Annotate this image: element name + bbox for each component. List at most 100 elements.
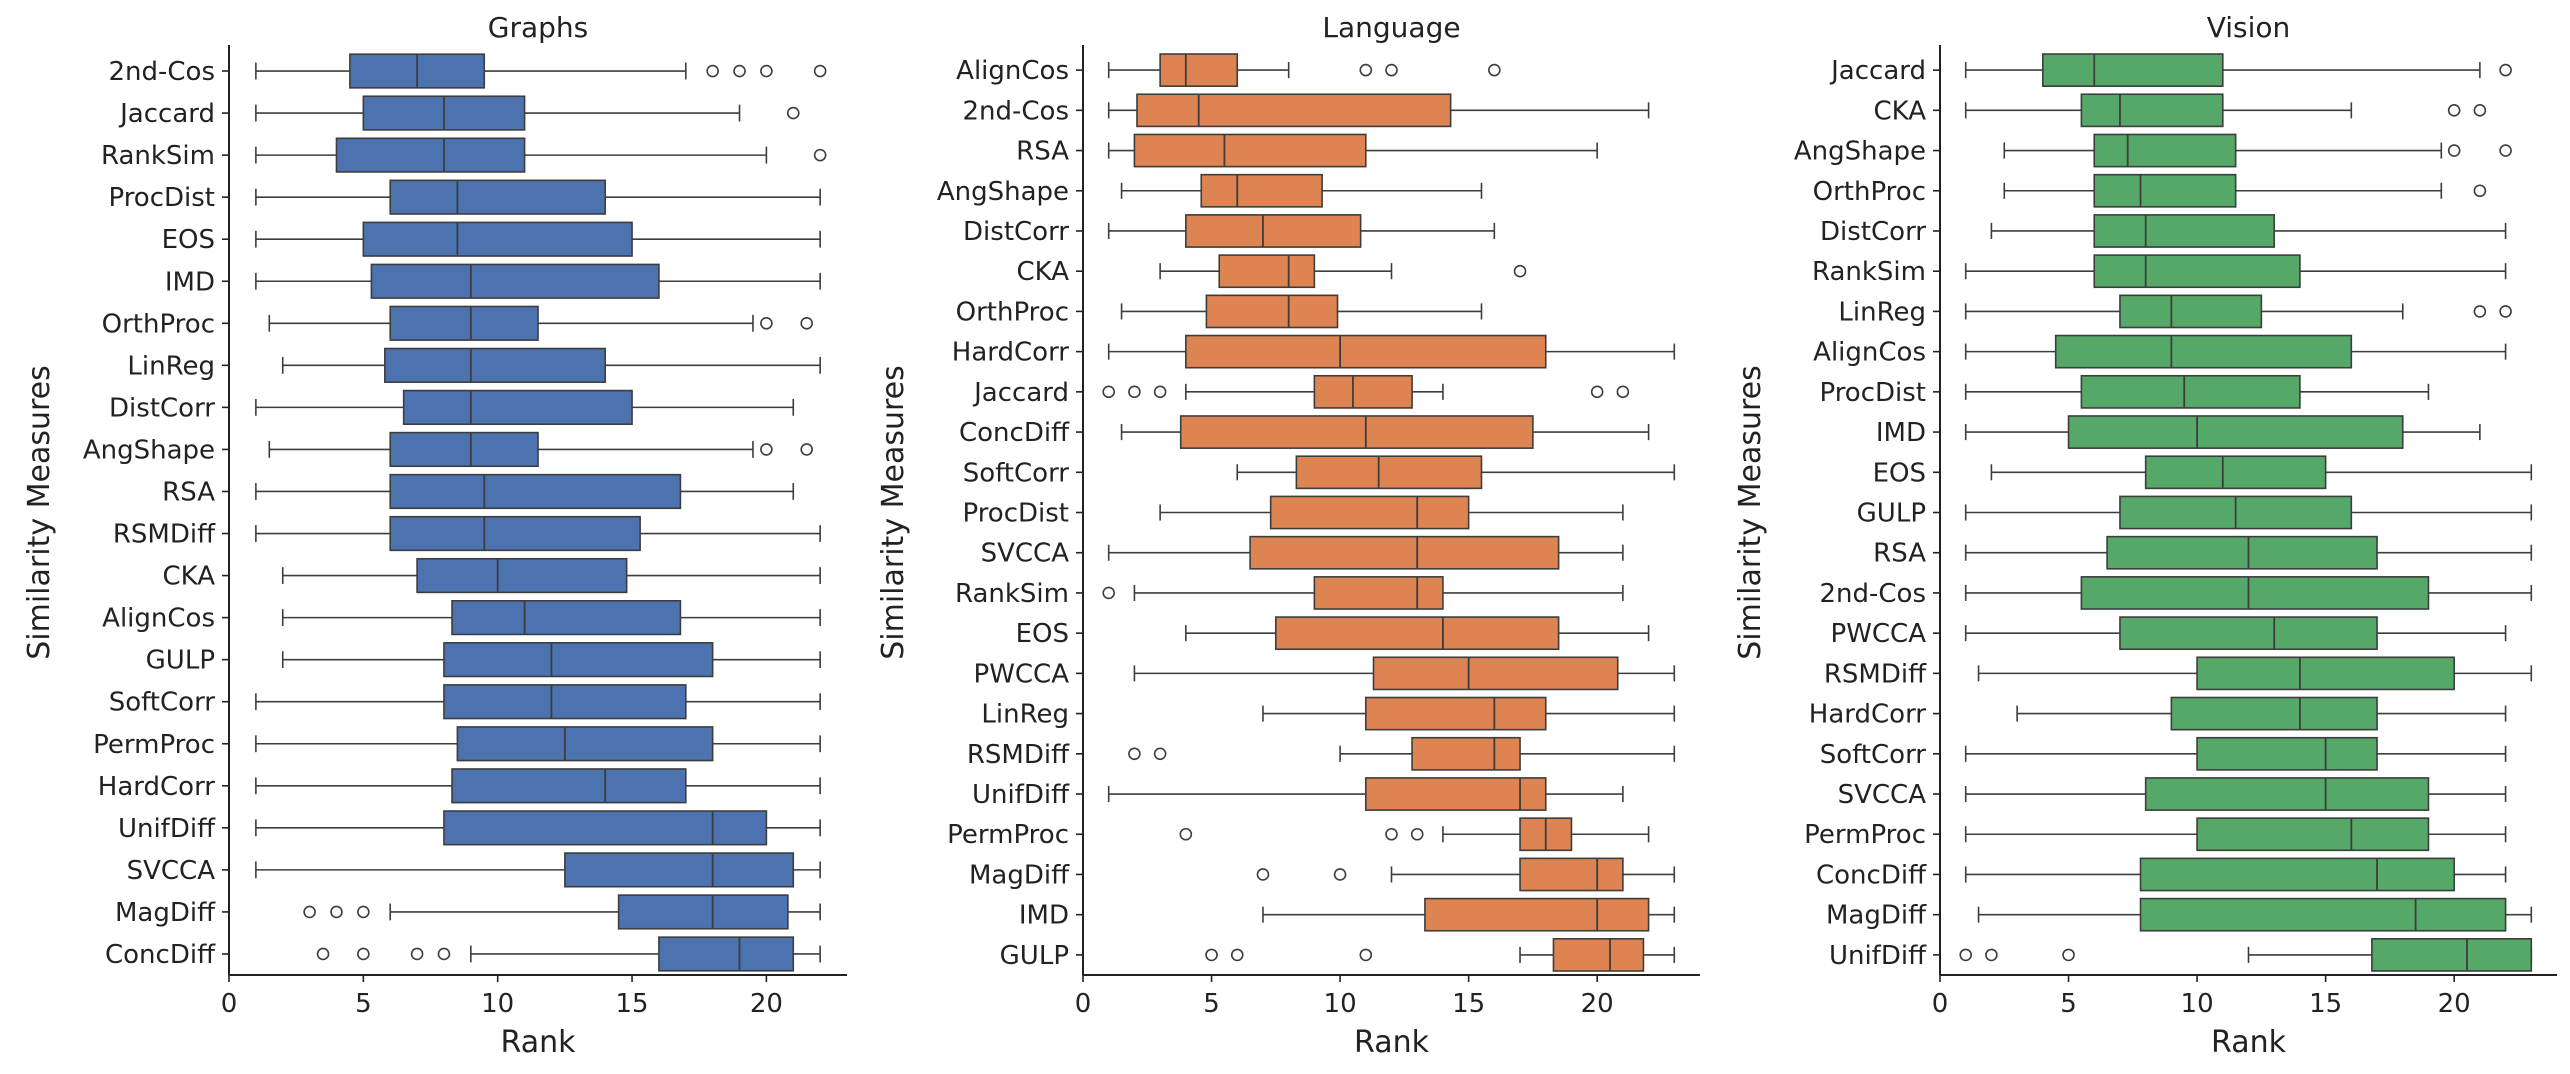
box-body	[564, 852, 795, 888]
box-permproc	[1964, 817, 2507, 852]
box-magdiff	[303, 894, 821, 930]
x-tick-label: 20	[2438, 989, 2471, 1019]
box-body	[1295, 455, 1483, 490]
box-orthproc	[1120, 294, 1483, 329]
outlier-point	[437, 947, 451, 961]
x-tick-label: 10	[2181, 989, 2214, 1019]
box-body	[1313, 576, 1444, 610]
outlier-point	[410, 947, 424, 961]
box-body	[416, 557, 628, 594]
outlier-point	[303, 905, 316, 919]
box-concdiff	[316, 936, 821, 972]
x-tick-label: 15	[2309, 989, 2342, 1019]
outlier-point	[1985, 948, 1998, 962]
box-orthproc	[2003, 173, 2487, 208]
category-label: EOS	[162, 225, 215, 255]
category-label: ConcDiff	[959, 418, 1070, 448]
box-concdiff	[1120, 415, 1650, 449]
category-label: LinReg	[981, 700, 1069, 730]
outlier-point	[1230, 948, 1244, 962]
outlier-point	[2499, 63, 2512, 77]
box-procdist	[255, 179, 821, 215]
box-body	[1200, 173, 1323, 208]
category-label: OrthProc	[102, 309, 215, 339]
box-body	[2196, 736, 2378, 771]
category-label: RSA	[1016, 137, 1069, 167]
box-gulp	[1964, 495, 2533, 530]
box-magdiff	[1256, 857, 1676, 892]
box-body	[1364, 777, 1547, 811]
category-label: LinReg	[127, 351, 215, 381]
box-pwcca	[1133, 656, 1676, 691]
category-label: RankSim	[101, 141, 215, 171]
outlier-point	[1359, 63, 1373, 77]
box-linreg	[281, 347, 821, 383]
box-body	[451, 768, 687, 804]
category-label: SoftCorr	[109, 688, 216, 718]
box-body	[2371, 938, 2533, 972]
category-label: UnifDiff	[1829, 941, 1927, 971]
box-body	[402, 389, 633, 426]
outlier-point	[1205, 948, 1218, 962]
box-body	[443, 642, 714, 678]
box-body	[1205, 294, 1339, 329]
category-label: MagDiff	[1826, 901, 1927, 931]
box-imd	[255, 263, 821, 299]
category-label: AlignCos	[102, 604, 215, 634]
box-body	[456, 726, 714, 762]
box-angshape	[268, 431, 813, 468]
box-body	[384, 347, 606, 383]
box-rsmdiff	[255, 515, 821, 552]
box-procdist	[1964, 374, 2430, 409]
box-magdiff	[1977, 897, 2533, 932]
category-label: AlignCos	[956, 56, 1069, 86]
box-softcorr	[1236, 455, 1676, 490]
outlier-point	[800, 316, 813, 330]
box-gulp	[281, 642, 821, 678]
category-label: PWCCA	[1831, 619, 1927, 649]
category-label: LinReg	[1838, 297, 1926, 327]
category-label: RSA	[1873, 539, 1926, 569]
category-label: EOS	[1873, 458, 1926, 488]
outlier-point	[2447, 104, 2461, 117]
box-svcca	[1107, 535, 1624, 570]
box-body	[2196, 817, 2430, 852]
box-svcca	[1964, 777, 2507, 811]
box-rsmdiff	[1128, 736, 1676, 771]
box-body	[2067, 415, 2404, 449]
box-ranksim	[1102, 576, 1624, 610]
category-label: EOS	[1016, 619, 1069, 649]
box-distcorr	[1107, 214, 1496, 248]
category-label: CKA	[1873, 96, 1926, 126]
box-body	[2139, 897, 2507, 932]
box-jaccard	[1102, 374, 1630, 409]
box-pwcca	[1964, 616, 2507, 651]
box-unifdiff	[1107, 777, 1624, 811]
box-body	[1249, 535, 1560, 570]
box-aligncos	[1964, 334, 2507, 369]
box-softcorr	[255, 684, 821, 720]
outlier-point	[1102, 385, 1116, 399]
outlier-point	[2499, 305, 2512, 318]
y-axis-label: Similarity Measures	[1733, 365, 1768, 660]
outlier-point	[813, 64, 827, 78]
x-axis-label: Rank	[2211, 1025, 2287, 1060]
box-svcca	[255, 852, 821, 888]
box-2nd-cos	[255, 53, 827, 89]
category-label: UnifDiff	[118, 814, 216, 844]
box-body	[2119, 294, 2263, 329]
outlier-point	[1410, 827, 1424, 841]
box-body	[2093, 133, 2237, 168]
outlier-point	[800, 443, 813, 456]
x-tick-label: 5	[2060, 989, 2077, 1019]
box-body	[2106, 535, 2378, 570]
box-body	[2042, 53, 2224, 87]
category-label: IMD	[1876, 418, 1926, 448]
category-label: AngShape	[1794, 137, 1926, 167]
box-body	[443, 810, 768, 846]
outlier-point	[1179, 827, 1193, 841]
x-axis-label: Rank	[501, 1025, 577, 1060]
box-eos	[1990, 455, 2533, 490]
box-unifdiff	[255, 810, 821, 846]
